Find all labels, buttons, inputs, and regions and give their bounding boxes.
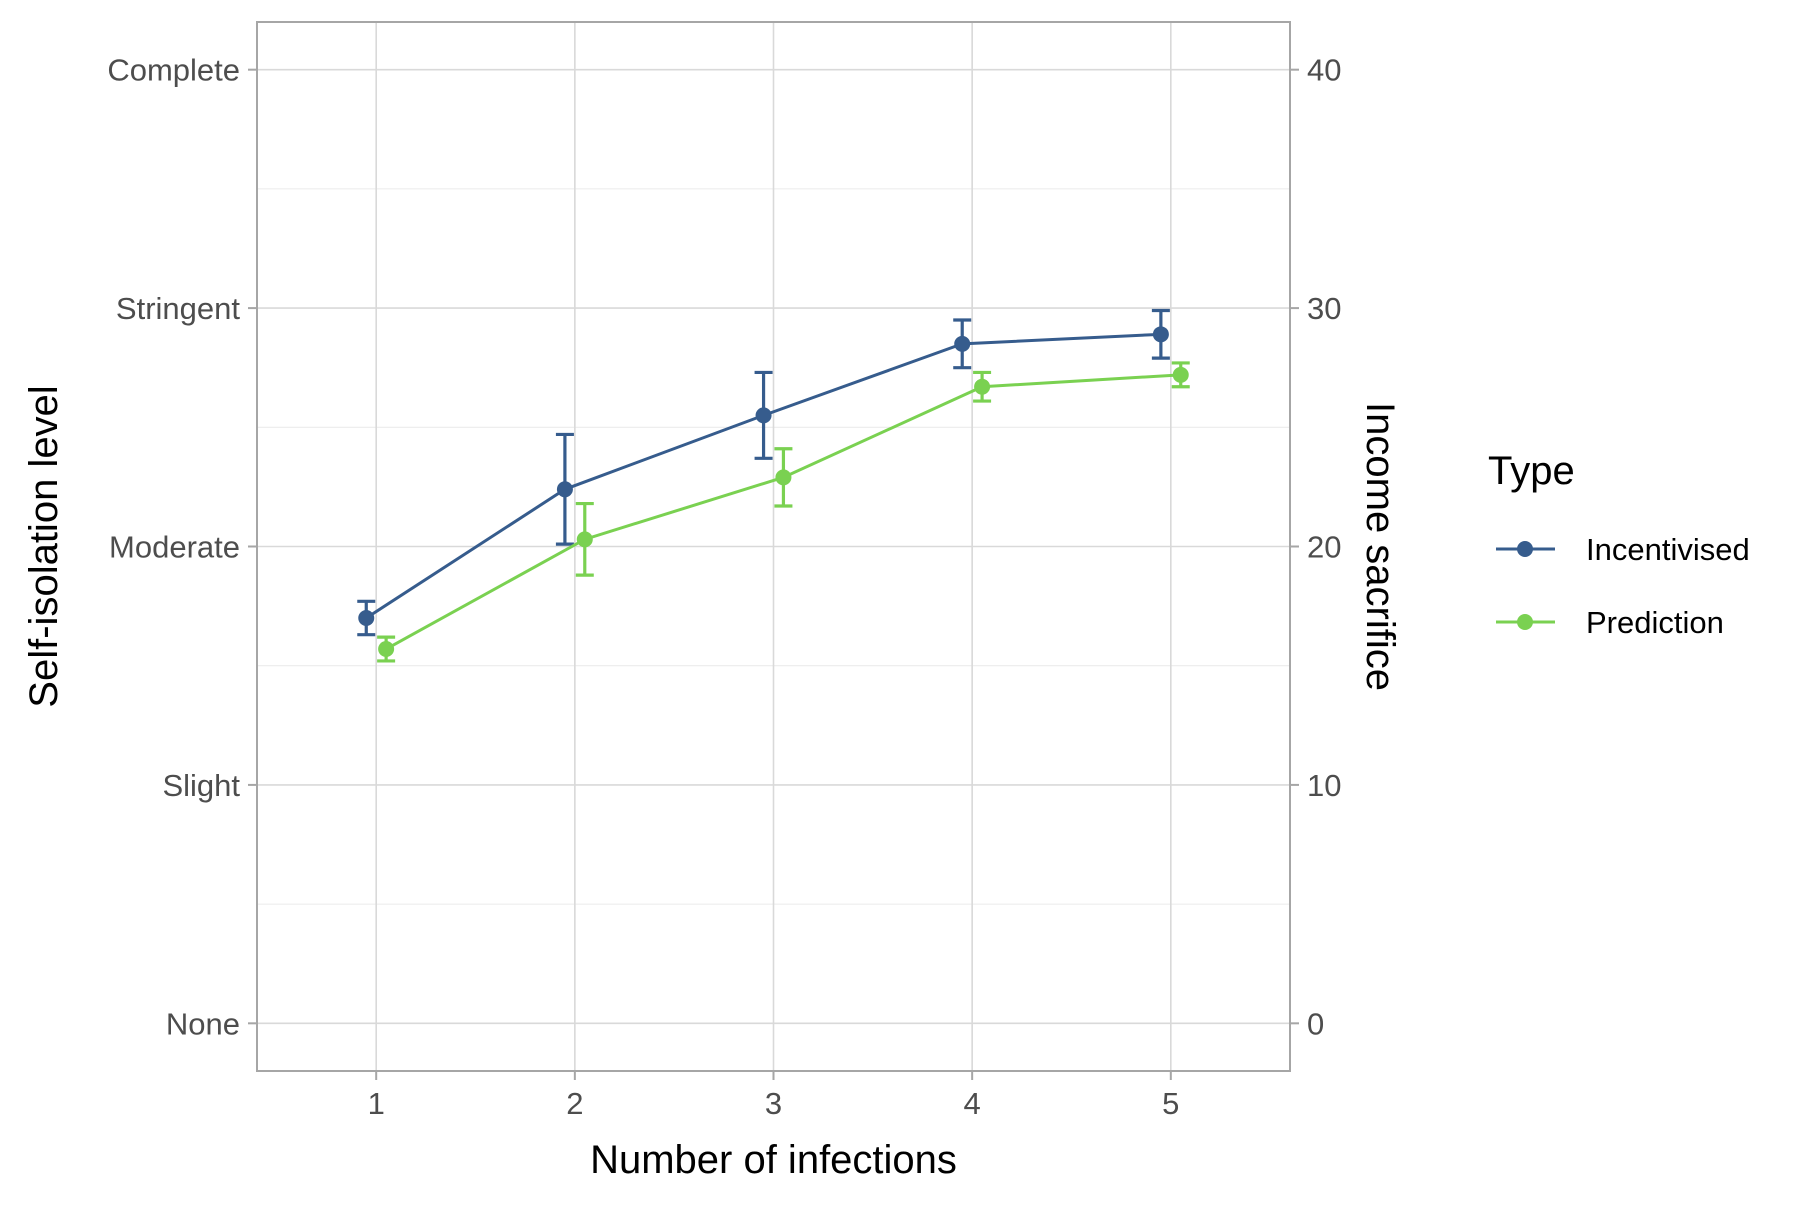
series-layer <box>357 308 1190 663</box>
data-point <box>954 335 971 352</box>
data-point <box>378 641 395 658</box>
data-point <box>755 407 772 424</box>
secondary-y-tick-label: 20 <box>1307 530 1341 565</box>
legend-label: Incentivised <box>1586 532 1750 567</box>
data-point <box>358 610 375 627</box>
y-axis-title: Self-isolation level <box>22 385 66 707</box>
x-tick-label: 4 <box>964 1086 981 1121</box>
secondary-y-tick-label: 40 <box>1307 53 1341 88</box>
grid <box>257 22 1290 1071</box>
data-point <box>775 469 792 486</box>
x-axis-title: Number of infections <box>590 1138 957 1182</box>
legend-item-prediction: Prediction <box>1496 605 1724 640</box>
data-point <box>576 531 593 548</box>
secondary-y-tick-label: 30 <box>1307 291 1341 326</box>
axes: None Slight Moderate Stringent Complete 0 10 20… <box>107 53 1341 1121</box>
legend-label: Prediction <box>1586 605 1724 640</box>
x-tick-label: 3 <box>765 1086 782 1121</box>
series-prediction <box>377 361 1190 663</box>
y-tick-label: Slight <box>162 768 240 803</box>
secondary-y-tick-label: 0 <box>1307 1006 1324 1041</box>
y-tick-label: None <box>166 1006 240 1041</box>
x-tick-label: 1 <box>368 1086 385 1121</box>
secondary-y-axis-title: Income sacrifice <box>1358 402 1402 691</box>
legend-item-incentivised: Incentivised <box>1496 532 1750 567</box>
y-tick-label: Moderate <box>109 530 240 565</box>
secondary-y-tick-label: 10 <box>1307 768 1341 803</box>
x-tick-label: 2 <box>566 1086 583 1121</box>
legend-key-point <box>1517 541 1533 557</box>
legend-title: Type <box>1488 449 1575 493</box>
x-tick-label: 5 <box>1162 1086 1179 1121</box>
data-point <box>1152 326 1169 343</box>
legend-key-point <box>1517 614 1533 630</box>
y-tick-label: Complete <box>107 53 240 88</box>
series-incentivised <box>357 308 1170 637</box>
legend: Type Incentivised Prediction <box>1488 449 1750 640</box>
y-tick-label: Stringent <box>116 291 240 326</box>
data-point <box>1172 366 1189 383</box>
data-point <box>974 378 991 395</box>
legend-items: Incentivised Prediction <box>1496 532 1750 640</box>
data-point <box>556 481 573 498</box>
